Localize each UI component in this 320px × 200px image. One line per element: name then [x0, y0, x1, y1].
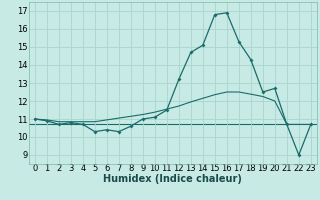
X-axis label: Humidex (Indice chaleur): Humidex (Indice chaleur) [103, 174, 242, 184]
